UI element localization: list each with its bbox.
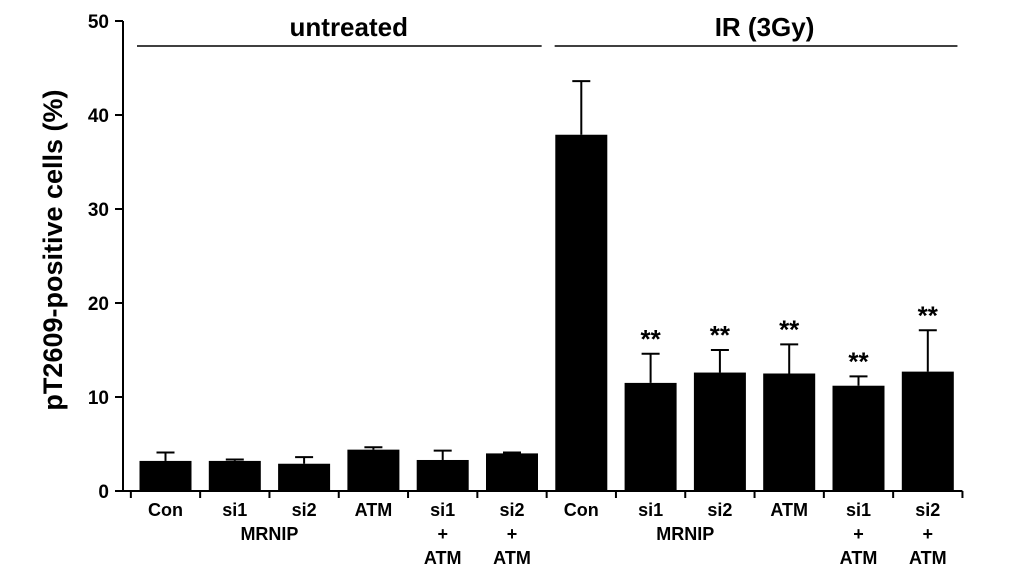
bar xyxy=(693,372,746,491)
x-tick-label: + xyxy=(853,524,864,544)
y-tick-label: 30 xyxy=(88,200,109,221)
bar xyxy=(832,385,885,491)
y-tick-label: 50 xyxy=(88,12,109,33)
x-tick-label: si1 xyxy=(846,500,871,520)
y-axis-label: pT2609-positive cells (%) xyxy=(38,89,68,410)
x-tick-label: si2 xyxy=(499,500,524,520)
group-header-label: untreated xyxy=(290,12,408,42)
x-tick-label: ATM xyxy=(493,548,531,568)
bar xyxy=(901,371,954,491)
x-tick-label: si2 xyxy=(707,500,732,520)
x-tick-label: Con xyxy=(564,500,599,520)
x-tick-label: si2 xyxy=(292,500,317,520)
x-tick-label: + xyxy=(507,524,518,544)
x-tick-label: si2 xyxy=(915,500,940,520)
significance-label: ** xyxy=(640,324,661,354)
bar xyxy=(555,134,608,492)
bar xyxy=(208,460,261,491)
bar xyxy=(763,373,816,491)
y-tick-label: 20 xyxy=(88,294,109,315)
significance-label: ** xyxy=(710,320,731,350)
y-tick-label: 0 xyxy=(98,482,109,503)
y-tick-label: 40 xyxy=(88,106,109,127)
x-tick-label: ATM xyxy=(840,548,878,568)
x-tick-label: ATM xyxy=(909,548,947,568)
significance-label: ** xyxy=(779,314,800,344)
bar xyxy=(486,453,538,491)
x-tick-label: + xyxy=(923,524,934,544)
group-header-label: IR (3Gy) xyxy=(715,12,815,42)
plot-area: 0 10 20 30 40 50 ** ** ** ** ** Con si1 si2 ATM si1 + ATM… xyxy=(88,12,964,568)
category-group-label: MRNIP xyxy=(240,524,298,544)
x-tick-label: ATM xyxy=(355,500,393,520)
x-tick-label: si1 xyxy=(222,500,247,520)
bar xyxy=(416,459,469,491)
bar xyxy=(624,382,677,491)
x-tick-label: ATM xyxy=(770,500,808,520)
category-group-label: MRNIP xyxy=(656,524,714,544)
x-tick-label: si1 xyxy=(430,500,455,520)
x-tick-label: ATM xyxy=(424,548,462,568)
significance-label: ** xyxy=(848,346,869,376)
y-tick-label: 10 xyxy=(88,388,109,409)
bar xyxy=(347,449,400,491)
x-tick-label: si1 xyxy=(638,500,663,520)
bar xyxy=(139,460,192,491)
x-tick-label: + xyxy=(437,524,448,544)
bar xyxy=(278,463,331,491)
x-tick-label: Con xyxy=(148,500,183,520)
significance-label: ** xyxy=(918,300,939,330)
